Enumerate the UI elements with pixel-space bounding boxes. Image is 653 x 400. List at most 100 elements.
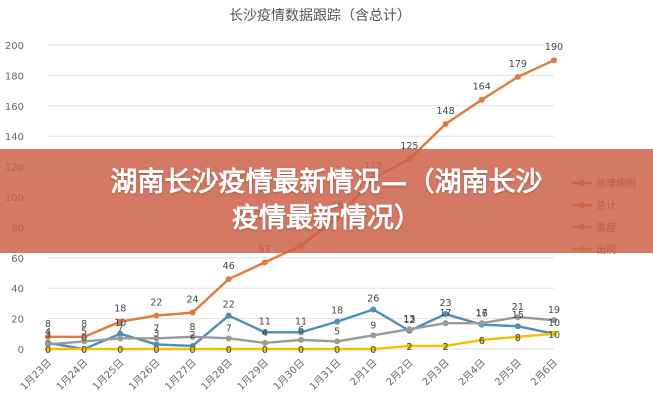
data-point [370, 306, 377, 313]
data-point [45, 333, 51, 340]
chart-title: 长沙疫情数据跟踪（含总计） [229, 8, 411, 24]
data-label: 10 [548, 330, 560, 341]
x-tick-label: 2月1日 [348, 357, 380, 389]
data-label: 17 [476, 308, 488, 319]
x-tick-label: 1月31日 [307, 357, 343, 393]
data-label: 4 [262, 328, 268, 339]
data-label: 0 [334, 345, 340, 356]
x-tick-label: 1月27日 [163, 357, 199, 393]
data-label: 5 [81, 326, 87, 337]
data-label: 19 [548, 305, 560, 316]
data-point [442, 320, 449, 327]
data-point [189, 333, 196, 340]
x-tick-label: 1月28日 [199, 357, 235, 393]
data-label: 6 [298, 325, 304, 336]
data-label: 23 [440, 298, 452, 309]
data-label: 10 [548, 318, 560, 329]
x-axis-ticks: 1月23日 1月24日 1月25日 1月26日 1月27日 1月28日 1月29日 1月30日… [18, 357, 560, 393]
data-point [406, 326, 413, 333]
data-label: 12 [403, 315, 415, 326]
x-tick-label: 1月25日 [90, 357, 126, 393]
data-point [225, 312, 232, 319]
data-label: 190 [545, 42, 563, 53]
data-label: 0 [370, 345, 376, 356]
x-tick-label: 2月5日 [492, 357, 524, 389]
data-point [261, 346, 268, 352]
data-point [153, 341, 160, 348]
data-point [551, 317, 557, 324]
x-tick-label: 1月23日 [18, 357, 54, 393]
y-tick-label: 60 [11, 254, 24, 265]
data-label: 148 [437, 106, 455, 117]
data-point [261, 339, 268, 346]
data-point [225, 335, 232, 342]
y-tick-label: 140 [5, 132, 24, 143]
data-label: 7 [226, 323, 232, 334]
headline-line-1: 湖南长沙疫情最新情况—（湖南长沙 [110, 167, 543, 198]
data-point [189, 309, 196, 316]
data-point [478, 320, 485, 327]
data-point [406, 342, 413, 349]
data-label: 3 [153, 328, 159, 339]
data-label: 5 [334, 326, 340, 337]
data-label: 0 [190, 345, 196, 356]
data-label: 26 [367, 293, 379, 304]
data-label: 11 [259, 316, 271, 327]
headline-banner: 湖南长沙疫情最新情况—（湖南长沙 疫情最新情况） [0, 149, 653, 253]
x-tick-label: 1月24日 [54, 357, 90, 393]
data-label: 8 [81, 319, 87, 330]
data-label: 0 [262, 345, 268, 356]
data-point [442, 342, 449, 349]
data-label: 11 [295, 316, 307, 327]
data-label: 2 [443, 342, 449, 353]
data-label: 0 [153, 345, 159, 356]
x-tick-label: 1月30日 [271, 357, 307, 393]
y-tick-label: 20 [11, 315, 24, 326]
data-label: 125 [400, 141, 418, 152]
data-label: 164 [473, 82, 491, 93]
data-label: 0 [81, 333, 87, 344]
data-point [117, 330, 124, 337]
data-label: 16 [476, 309, 488, 320]
data-label: 15 [512, 310, 524, 321]
data-label: 0 [226, 345, 232, 356]
data-point [442, 311, 449, 318]
data-label: 3 [45, 329, 51, 340]
data-point [153, 335, 160, 342]
data-label: 179 [509, 59, 527, 70]
data-point [334, 346, 341, 352]
data-label: 0 [117, 345, 123, 356]
data-point [478, 96, 485, 103]
y-tick-label: 200 [5, 41, 24, 52]
x-tick-label: 1月29日 [235, 357, 271, 393]
data-point [298, 329, 304, 336]
data-label: 22 [223, 300, 235, 311]
data-point [551, 57, 557, 64]
data-point [442, 121, 449, 128]
x-tick-label: 2月6日 [528, 357, 560, 389]
data-point [81, 346, 88, 352]
data-point [189, 346, 196, 352]
data-point [117, 346, 124, 352]
data-point [225, 276, 232, 283]
y-tick-label: 40 [11, 284, 24, 295]
data-label: 8 [515, 333, 521, 344]
data-point [153, 346, 160, 352]
y-tick-label: 160 [5, 102, 24, 113]
data-point [261, 259, 268, 266]
data-label: 8 [190, 322, 196, 333]
data-label: 2 [190, 330, 196, 341]
data-label: 6 [479, 336, 485, 347]
data-point [514, 333, 521, 340]
data-label: 22 [150, 298, 162, 309]
x-tick-label: 2月2日 [384, 357, 416, 389]
data-point [81, 333, 88, 340]
data-label: 21 [512, 302, 524, 313]
x-tick-label: 1月26日 [126, 357, 162, 393]
x-tick-label: 2月4日 [456, 357, 488, 389]
data-point [334, 318, 341, 325]
data-point [551, 330, 557, 337]
data-label: 0 [45, 345, 51, 356]
x-tick-label: 2月3日 [420, 357, 452, 389]
